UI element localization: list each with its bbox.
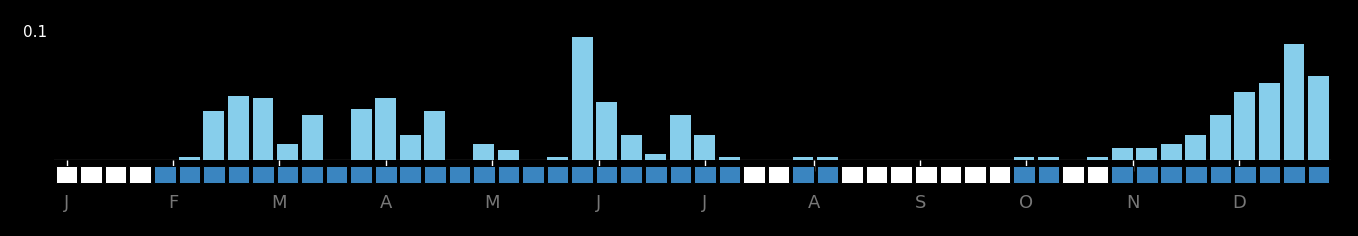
FancyBboxPatch shape: [1259, 166, 1281, 183]
FancyBboxPatch shape: [178, 166, 200, 183]
FancyBboxPatch shape: [523, 166, 543, 183]
FancyBboxPatch shape: [816, 166, 838, 183]
FancyBboxPatch shape: [497, 166, 519, 183]
Bar: [1137, 148, 1157, 160]
FancyBboxPatch shape: [301, 166, 323, 183]
FancyBboxPatch shape: [596, 166, 618, 183]
FancyBboxPatch shape: [350, 166, 372, 183]
Bar: [277, 143, 297, 160]
FancyBboxPatch shape: [694, 166, 716, 183]
FancyBboxPatch shape: [448, 166, 470, 183]
FancyBboxPatch shape: [964, 166, 986, 183]
FancyBboxPatch shape: [1234, 166, 1256, 183]
Bar: [399, 135, 421, 160]
Bar: [1186, 135, 1206, 160]
Bar: [1259, 83, 1279, 160]
Bar: [572, 37, 592, 160]
FancyBboxPatch shape: [1186, 166, 1207, 183]
FancyBboxPatch shape: [767, 166, 789, 183]
FancyBboxPatch shape: [473, 166, 494, 183]
Bar: [645, 154, 667, 160]
FancyBboxPatch shape: [105, 166, 126, 183]
FancyBboxPatch shape: [572, 166, 593, 183]
FancyBboxPatch shape: [56, 166, 77, 183]
FancyBboxPatch shape: [866, 166, 888, 183]
FancyBboxPatch shape: [669, 166, 691, 183]
FancyBboxPatch shape: [80, 166, 102, 183]
FancyBboxPatch shape: [399, 166, 421, 183]
FancyBboxPatch shape: [1135, 166, 1157, 183]
Bar: [253, 98, 273, 160]
Bar: [474, 143, 494, 160]
FancyBboxPatch shape: [1111, 166, 1133, 183]
FancyBboxPatch shape: [204, 166, 224, 183]
FancyBboxPatch shape: [375, 166, 397, 183]
FancyBboxPatch shape: [253, 166, 274, 183]
Bar: [350, 109, 372, 160]
Bar: [179, 157, 200, 160]
Bar: [669, 115, 691, 160]
Bar: [204, 111, 224, 160]
Bar: [425, 111, 445, 160]
FancyBboxPatch shape: [1038, 166, 1059, 183]
Bar: [718, 157, 740, 160]
Bar: [375, 98, 397, 160]
Bar: [498, 150, 519, 160]
FancyBboxPatch shape: [547, 166, 569, 183]
Bar: [596, 102, 617, 160]
FancyBboxPatch shape: [891, 166, 913, 183]
FancyBboxPatch shape: [326, 166, 348, 183]
Bar: [1234, 92, 1255, 160]
Bar: [228, 96, 249, 160]
FancyBboxPatch shape: [228, 166, 250, 183]
FancyBboxPatch shape: [621, 166, 642, 183]
Bar: [1161, 143, 1181, 160]
FancyBboxPatch shape: [424, 166, 445, 183]
FancyBboxPatch shape: [1062, 166, 1084, 183]
FancyBboxPatch shape: [743, 166, 765, 183]
FancyBboxPatch shape: [989, 166, 1010, 183]
Bar: [818, 157, 838, 160]
FancyBboxPatch shape: [718, 166, 740, 183]
Bar: [301, 115, 322, 160]
FancyBboxPatch shape: [915, 166, 937, 183]
Bar: [1038, 157, 1059, 160]
FancyBboxPatch shape: [1308, 166, 1329, 183]
FancyBboxPatch shape: [645, 166, 667, 183]
FancyBboxPatch shape: [1161, 166, 1181, 183]
Bar: [1112, 148, 1133, 160]
Bar: [621, 135, 641, 160]
Bar: [1210, 115, 1230, 160]
Bar: [1308, 76, 1329, 160]
Bar: [1088, 157, 1108, 160]
Bar: [1013, 157, 1035, 160]
FancyBboxPatch shape: [129, 166, 151, 183]
FancyBboxPatch shape: [1210, 166, 1232, 183]
FancyBboxPatch shape: [277, 166, 299, 183]
Bar: [547, 157, 568, 160]
Bar: [793, 157, 813, 160]
Bar: [694, 135, 716, 160]
FancyBboxPatch shape: [940, 166, 961, 183]
FancyBboxPatch shape: [1283, 166, 1305, 183]
Bar: [1283, 44, 1305, 160]
FancyBboxPatch shape: [153, 166, 175, 183]
FancyBboxPatch shape: [842, 166, 862, 183]
FancyBboxPatch shape: [1086, 166, 1108, 183]
FancyBboxPatch shape: [1013, 166, 1035, 183]
FancyBboxPatch shape: [792, 166, 813, 183]
